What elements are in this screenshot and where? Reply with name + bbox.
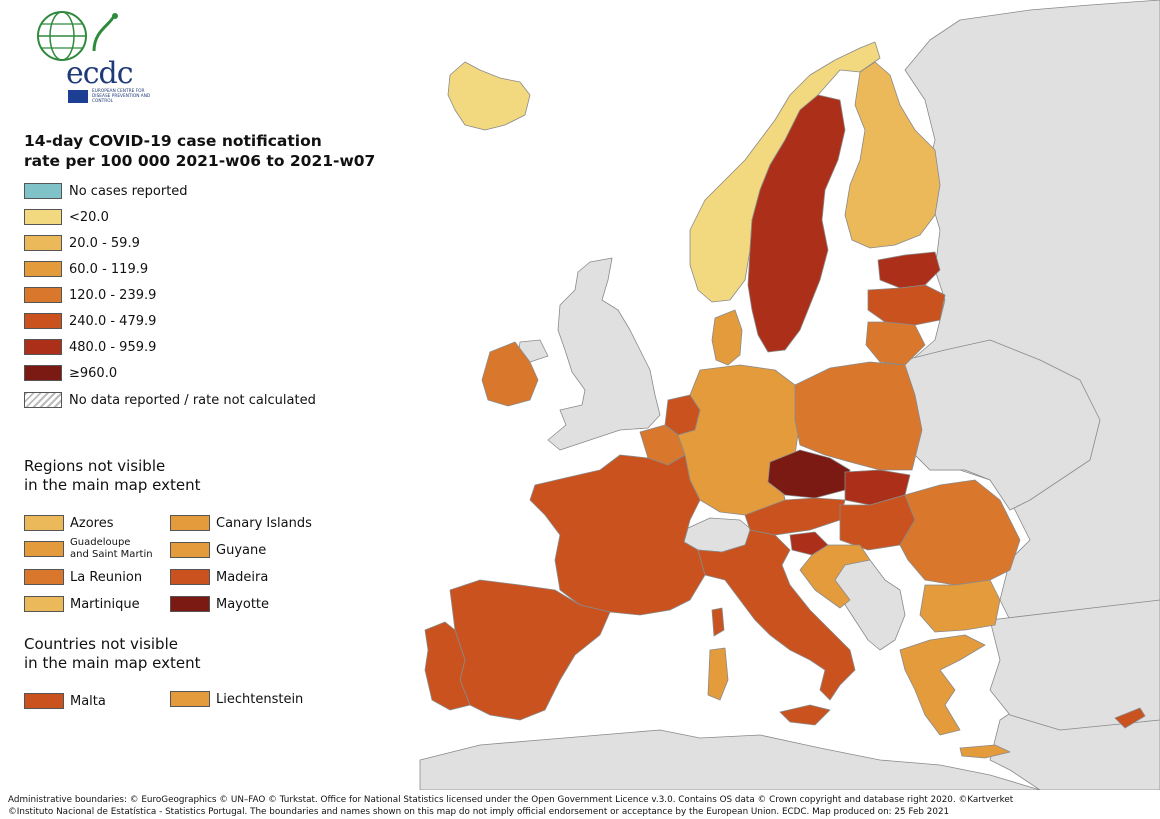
legend-label: No data reported / rate not calculated <box>69 392 316 408</box>
legend-swatch <box>24 365 62 381</box>
country-denmark <box>711 309 743 366</box>
land-uk <box>547 257 661 451</box>
legend-swatch <box>24 339 62 355</box>
legend-item-no-data: No data reported / rate not calculated <box>24 391 316 409</box>
country-cyprus <box>1114 707 1146 729</box>
legend-label: 240.0 - 479.9 <box>69 313 157 329</box>
region-mayotte: Mayotte <box>170 595 269 613</box>
legend-label: 60.0 - 119.9 <box>69 261 149 277</box>
country-ireland <box>481 341 539 407</box>
logo-subtitle: EUROPEAN CENTRE FOR DISEASE PREVENTION A… <box>92 89 151 104</box>
land-turkey <box>989 599 1160 731</box>
country-bulgaria <box>919 579 1001 633</box>
region-canary-islands: Canary Islands <box>170 514 312 532</box>
country-estonia <box>877 251 941 289</box>
country-sicily <box>779 704 831 726</box>
legend-item-ge960: ≥960.0 <box>24 364 117 382</box>
country-sweden <box>747 94 846 353</box>
country-latvia <box>867 284 946 326</box>
country-iceland <box>447 61 531 131</box>
country-portugal <box>424 621 471 711</box>
country-finland <box>844 61 941 249</box>
country-item-liechtenstein: Liechtenstein <box>170 690 303 708</box>
ecdc-logo: ecdc EUROPEAN CENTRE FOR DISEASE PREVENT… <box>24 6 150 104</box>
legend-swatch <box>24 261 62 277</box>
region-martinique: Martinique <box>24 595 140 613</box>
country-italy <box>697 529 856 701</box>
country-poland <box>794 361 923 471</box>
legend-swatch <box>24 235 62 251</box>
country-norway <box>689 41 881 303</box>
country-sardinia <box>707 647 729 701</box>
legend-label: 20.0 - 59.9 <box>69 235 140 251</box>
legend-label: No cases reported <box>69 183 188 199</box>
attribution-line-2: ©Instituto Nacional de Estatística - Sta… <box>8 807 950 817</box>
legend-swatch <box>24 183 62 199</box>
country-croatia <box>799 544 871 609</box>
country-corsica <box>711 607 725 637</box>
region-azores: Azores <box>24 514 114 532</box>
legend-item-60-120: 60.0 - 119.9 <box>24 260 148 278</box>
country-lithuania <box>865 321 926 366</box>
legend-swatch <box>24 287 62 303</box>
legend-label: <20.0 <box>69 209 109 225</box>
attribution-footer: Administrative boundaries: © EuroGeograp… <box>8 794 1013 818</box>
legend-label: 120.0 - 239.9 <box>69 287 157 303</box>
legend-item-480-960: 480.0 - 959.9 <box>24 338 156 356</box>
regions-section-title: Regions not visible in the main map exte… <box>24 457 201 494</box>
legend-item-lt20: <20.0 <box>24 208 109 226</box>
region-guadeloupe: Guadeloupe and Saint Martin <box>24 537 153 560</box>
country-greece <box>899 634 986 736</box>
region-madeira: Madeira <box>170 568 268 586</box>
logo-wordmark: ecdc <box>66 56 134 91</box>
legend-swatch <box>24 313 62 329</box>
legend-label: 480.0 - 959.9 <box>69 339 157 355</box>
land-north-africa <box>419 729 1041 790</box>
country-crete <box>959 744 1011 759</box>
attribution-line-1: Administrative boundaries: © EuroGeograp… <box>8 795 1014 805</box>
legend-item-120-240: 120.0 - 239.9 <box>24 286 156 304</box>
country-item-malta: Malta <box>24 692 106 710</box>
eu-flag-icon <box>68 90 88 103</box>
countries-section-title: Countries not visible in the main map ex… <box>24 635 201 672</box>
legend-item-no-cases: No cases reported <box>24 182 188 200</box>
legend-swatch <box>24 209 62 225</box>
legend-swatch-hatched <box>24 392 62 408</box>
region-guyane: Guyane <box>170 541 266 559</box>
legend-item-240-480: 240.0 - 479.9 <box>24 312 156 330</box>
legend-title: 14-day COVID-19 case notification rate p… <box>24 132 376 170</box>
legend-item-20-60: 20.0 - 59.9 <box>24 234 140 252</box>
region-la-reunion: La Reunion <box>24 568 142 586</box>
legend-label: ≥960.0 <box>69 365 118 381</box>
europe-map <box>419 0 1160 790</box>
